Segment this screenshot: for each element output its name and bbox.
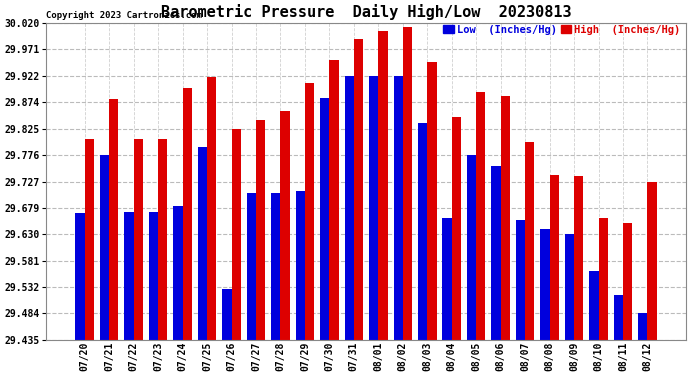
Bar [540, 229, 550, 340]
Bar [280, 111, 290, 340]
Bar [295, 191, 305, 340]
Bar [525, 142, 535, 340]
Bar [134, 140, 143, 340]
Bar [320, 98, 329, 340]
Bar [124, 211, 134, 340]
Bar [452, 117, 461, 340]
Legend: Low  (Inches/Hg), High  (Inches/Hg): Low (Inches/Hg), High (Inches/Hg) [443, 25, 680, 35]
Bar [467, 155, 476, 340]
Bar [232, 129, 241, 340]
Bar [354, 39, 363, 340]
Bar [589, 271, 598, 340]
Bar [638, 313, 647, 340]
Bar [565, 234, 574, 340]
Bar [222, 288, 232, 340]
Bar [647, 182, 657, 340]
Bar [393, 76, 403, 340]
Bar [442, 218, 452, 340]
Bar [158, 140, 168, 340]
Bar [100, 155, 109, 340]
Bar [623, 224, 632, 340]
Bar [75, 213, 85, 340]
Bar [403, 27, 412, 340]
Bar [598, 218, 608, 340]
Bar [173, 206, 183, 340]
Bar [574, 176, 583, 340]
Bar [516, 220, 525, 340]
Bar [271, 193, 280, 340]
Bar [378, 31, 388, 340]
Bar [85, 140, 94, 340]
Bar [491, 166, 501, 340]
Bar [207, 77, 217, 340]
Bar [476, 92, 486, 340]
Bar [427, 62, 437, 340]
Bar [418, 123, 427, 340]
Bar [369, 76, 378, 340]
Bar [613, 295, 623, 340]
Bar [501, 96, 510, 340]
Title: Barometric Pressure  Daily High/Low  20230813: Barometric Pressure Daily High/Low 20230… [161, 4, 571, 20]
Bar [329, 60, 339, 340]
Bar [305, 84, 314, 340]
Bar [256, 120, 265, 340]
Bar [183, 88, 192, 340]
Text: Copyright 2023 Cartronics.com: Copyright 2023 Cartronics.com [46, 10, 202, 20]
Bar [247, 193, 256, 340]
Bar [109, 99, 119, 340]
Bar [344, 76, 354, 340]
Bar [198, 147, 207, 340]
Bar [149, 211, 158, 340]
Bar [550, 175, 559, 340]
